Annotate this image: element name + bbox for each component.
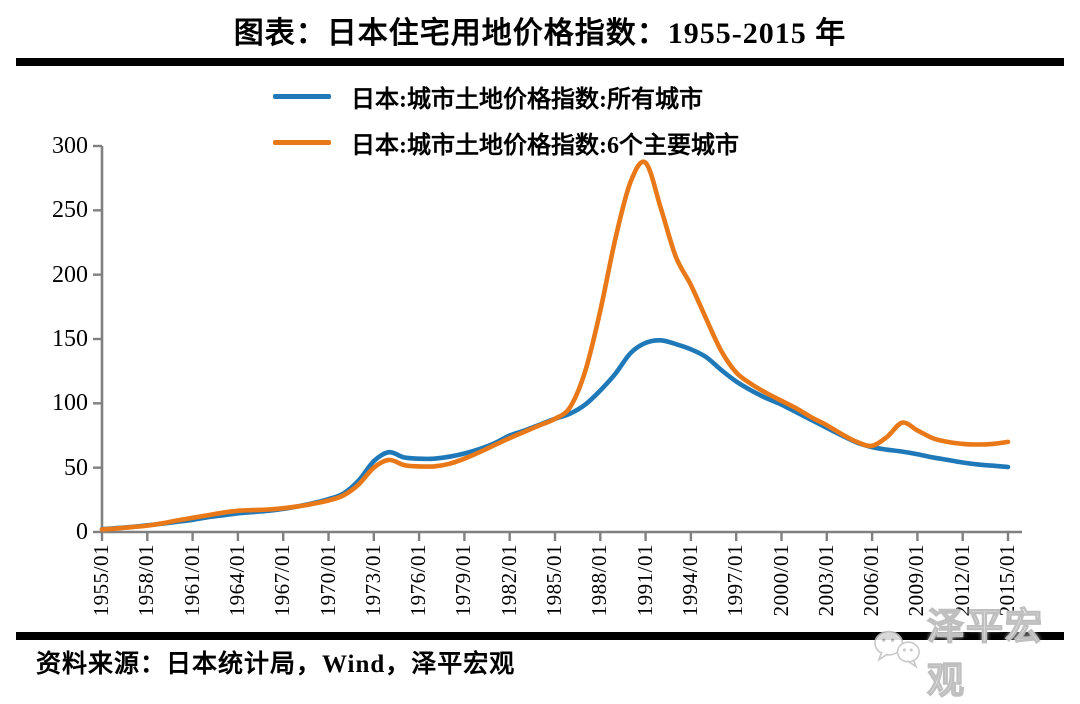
chart-legend: 日本:城市土地价格指数:所有城市 日本:城市土地价格指数:6个主要城市 xyxy=(273,82,739,174)
x-axis-tick-label: 1994/01 xyxy=(677,544,702,617)
legend-label-all-cities: 日本:城市土地价格指数:所有城市 xyxy=(351,86,703,113)
x-axis-tick-label: 1979/01 xyxy=(451,544,476,617)
y-axis-tick-label: 200 xyxy=(52,261,88,288)
legend-item-all-cities: 日本:城市土地价格指数:所有城市 xyxy=(273,82,739,113)
x-axis-tick-label: 1955/01 xyxy=(89,544,113,617)
x-axis-tick-label: 1982/01 xyxy=(496,544,521,617)
legend-swatch-all-cities xyxy=(273,93,331,99)
x-axis-tick-label: 1997/01 xyxy=(723,544,748,617)
legend-item-six-cities: 日本:城市土地价格指数:6个主要城市 xyxy=(273,128,739,159)
x-axis-tick-label: 1961/01 xyxy=(179,544,204,617)
watermark: 泽平宏观 xyxy=(872,596,1080,704)
y-axis-tick-label: 100 xyxy=(52,390,88,417)
x-axis-tick-label: 1967/01 xyxy=(270,544,295,617)
x-axis-tick-label: 1958/01 xyxy=(134,544,159,617)
chart-title: 图表：日本住宅用地价格指数：1955-2015 年 xyxy=(233,17,847,50)
legend-swatch-six-cities xyxy=(273,139,331,145)
source-note: 资料来源：日本统计局，Wind，泽平宏观 xyxy=(36,651,516,678)
x-axis-tick-label: 2003/01 xyxy=(813,544,838,617)
legend-label-six-cities: 日本:城市土地价格指数:6个主要城市 xyxy=(351,132,739,159)
x-axis-tick-label: 1985/01 xyxy=(542,544,566,617)
axis-lines xyxy=(100,146,1022,534)
y-axis-tick-label: 250 xyxy=(52,197,88,224)
y-axis-tick-label: 150 xyxy=(52,326,88,352)
series-line-six-major-cities xyxy=(99,159,1011,532)
bottom-divider-bar xyxy=(16,632,1064,640)
x-axis-tick-label: 1970/01 xyxy=(315,544,340,617)
x-axis-tick-label: 1991/01 xyxy=(632,544,657,617)
top-divider-bar xyxy=(16,58,1064,66)
y-axis-tick-label: 0 xyxy=(76,519,88,545)
y-axis-tick-label: 50 xyxy=(64,454,88,481)
x-axis-tick-label: 1964/01 xyxy=(224,544,249,617)
y-axis-tick-label: 300 xyxy=(52,133,88,159)
wechat-bubbles-icon xyxy=(874,630,920,669)
x-axis-tick-label: 1973/01 xyxy=(360,544,385,617)
chart-canvas xyxy=(93,144,1022,541)
watermark-text: 泽平宏观 xyxy=(926,606,1044,702)
x-axis-tick-label: 1976/01 xyxy=(406,544,431,617)
series-line-all-cities xyxy=(99,337,1011,532)
x-axis-tick-label: 2000/01 xyxy=(768,544,793,617)
x-axis-tick-label: 1988/01 xyxy=(587,544,612,617)
